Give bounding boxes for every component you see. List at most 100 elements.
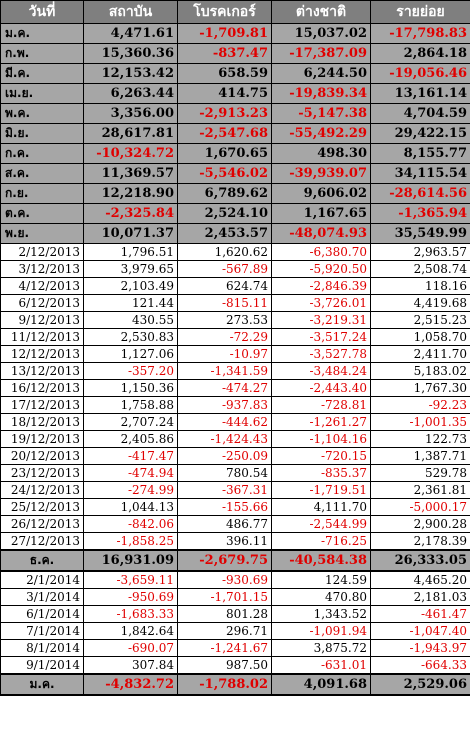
retail-value: 2,864.18 — [370, 43, 470, 64]
retail-value: 13,161.14 — [370, 83, 470, 104]
retail-value: 8,155.77 — [370, 143, 470, 164]
retail-value: 4,465.20 — [370, 570, 470, 589]
institution-value: 2,707.24 — [83, 413, 178, 431]
broker-value: 396.11 — [177, 532, 272, 551]
broker-value: -1,709.81 — [177, 23, 272, 44]
retail-value: -92.23 — [370, 396, 470, 414]
institution-value: 6,263.44 — [83, 83, 178, 104]
retail-value: 2,963.57 — [370, 243, 470, 261]
foreign-value: 1,343.52 — [271, 605, 371, 623]
daily-row: 3/1/2014 -950.69 -1,701.15 470.80 2,181.03 — [0, 588, 470, 606]
institution-value: 307.84 — [83, 656, 178, 675]
row-label: ม.ค. — [0, 673, 84, 696]
foreign-value: -1,261.27 — [271, 413, 371, 431]
daily-row: 26/12/2013 -842.06 486.77 -2,544.99 2,900.28 — [0, 515, 470, 533]
broker-value: -815.11 — [177, 294, 272, 312]
institution-value: -474.94 — [83, 464, 178, 482]
row-label: 6/1/2014 — [0, 605, 84, 623]
broker-value: 624.74 — [177, 277, 272, 295]
daily-row: 18/12/2013 2,707.24 -444.62 -1,261.27 -1,001… — [0, 413, 470, 431]
retail-value: 2,361.81 — [370, 481, 470, 499]
institution-value: -1,683.33 — [83, 605, 178, 623]
header-broker: โบรคเกอร์ — [177, 0, 272, 24]
row-label: มี.ค. — [0, 63, 84, 84]
foreign-value: -48,074.93 — [271, 223, 371, 244]
row-label: 6/12/2013 — [0, 294, 84, 312]
foreign-value: -5,147.38 — [271, 103, 371, 124]
month-total-row: ม.ค. -4,832.72 -1,788.02 4,091.68 2,529.06 — [0, 673, 470, 696]
institution-value: 1,150.36 — [83, 379, 178, 397]
institution-value: -2,325.84 — [83, 203, 178, 224]
retail-value: 29,422.15 — [370, 123, 470, 144]
retail-value: 4,419.68 — [370, 294, 470, 312]
daily-row: 24/12/2013 -274.99 -367.31 -1,719.51 2,361.8… — [0, 481, 470, 499]
row-label: มิ.ย. — [0, 123, 84, 144]
foreign-value: 6,244.50 — [271, 63, 371, 84]
row-label: 26/12/2013 — [0, 515, 84, 533]
row-label: 19/12/2013 — [0, 430, 84, 448]
institution-value: 2,103.49 — [83, 277, 178, 295]
row-label: 20/12/2013 — [0, 447, 84, 465]
institution-value: 1,044.13 — [83, 498, 178, 516]
foreign-value: -1,104.16 — [271, 430, 371, 448]
institution-value: -690.07 — [83, 639, 178, 657]
header-institution: สถาบัน — [83, 0, 178, 24]
institution-value: 11,369.57 — [83, 163, 178, 184]
row-label: เม.ย. — [0, 83, 84, 104]
institution-value: 1,842.64 — [83, 622, 178, 640]
retail-value: 529.78 — [370, 464, 470, 482]
foreign-value: -39,939.07 — [271, 163, 371, 184]
broker-value: 414.75 — [177, 83, 272, 104]
row-label: 23/12/2013 — [0, 464, 84, 482]
institution-value: -4,832.72 — [83, 673, 178, 696]
foreign-value: 1,167.65 — [271, 203, 371, 224]
foreign-value: -3,726.01 — [271, 294, 371, 312]
institution-value: 15,360.36 — [83, 43, 178, 64]
institution-value: 4,471.61 — [83, 23, 178, 44]
institution-value: -357.20 — [83, 362, 178, 380]
foreign-value: -3,527.78 — [271, 345, 371, 363]
retail-value: 2,181.03 — [370, 588, 470, 606]
retail-value: 4,704.59 — [370, 103, 470, 124]
retail-value: 2,411.70 — [370, 345, 470, 363]
row-label: 8/1/2014 — [0, 639, 84, 657]
broker-value: -72.29 — [177, 328, 272, 346]
broker-value: 6,789.62 — [177, 183, 272, 204]
retail-value: 26,333.05 — [370, 549, 470, 572]
retail-value: -1,943.97 — [370, 639, 470, 657]
retail-value: 34,115.54 — [370, 163, 470, 184]
institution-value: 430.55 — [83, 311, 178, 329]
daily-row: 13/12/2013 -357.20 -1,341.59 -3,484.24 5,183… — [0, 362, 470, 380]
foreign-value: 9,606.02 — [271, 183, 371, 204]
header-retail: รายย่อย — [370, 0, 470, 24]
institution-value: 3,356.00 — [83, 103, 178, 124]
institution-value: 1,796.51 — [83, 243, 178, 261]
row-label: 12/12/2013 — [0, 345, 84, 363]
retail-value: 118.16 — [370, 277, 470, 295]
retail-value: -5,000.17 — [370, 498, 470, 516]
broker-value: 801.28 — [177, 605, 272, 623]
row-label: 25/12/2013 — [0, 498, 84, 516]
broker-value: -155.66 — [177, 498, 272, 516]
row-label: 3/12/2013 — [0, 260, 84, 278]
retail-value: 1,387.71 — [370, 447, 470, 465]
row-label: 16/12/2013 — [0, 379, 84, 397]
retail-value: -17,798.83 — [370, 23, 470, 44]
row-label: 2/12/2013 — [0, 243, 84, 261]
daily-row: 3/12/2013 3,979.65 -567.89 -5,920.50 2,508.7… — [0, 260, 470, 278]
daily-row: 17/12/2013 1,758.88 -937.83 -728.81 -92.23 — [0, 396, 470, 414]
broker-value: 2,453.57 — [177, 223, 272, 244]
foreign-value: -5,920.50 — [271, 260, 371, 278]
daily-row: 2/12/2013 1,796.51 1,620.62 -6,380.70 2,963.… — [0, 243, 470, 261]
broker-value: -1,701.15 — [177, 588, 272, 606]
row-label: 27/12/2013 — [0, 532, 84, 551]
row-label: ก.ย. — [0, 183, 84, 204]
institution-value: -10,324.72 — [83, 143, 178, 164]
row-label: พ.ย. — [0, 223, 84, 244]
broker-value: 2,524.10 — [177, 203, 272, 224]
daily-row: 12/12/2013 1,127.06 -10.97 -3,527.78 2,411.7… — [0, 345, 470, 363]
institution-value: -950.69 — [83, 588, 178, 606]
daily-row: 27/12/2013 -1,858.25 396.11 -716.25 2,178.39 — [0, 532, 470, 551]
retail-value: -1,047.40 — [370, 622, 470, 640]
month-total-row: ธ.ค. 16,931.09 -2,679.75 -40,584.38 26,333.0… — [0, 549, 470, 572]
